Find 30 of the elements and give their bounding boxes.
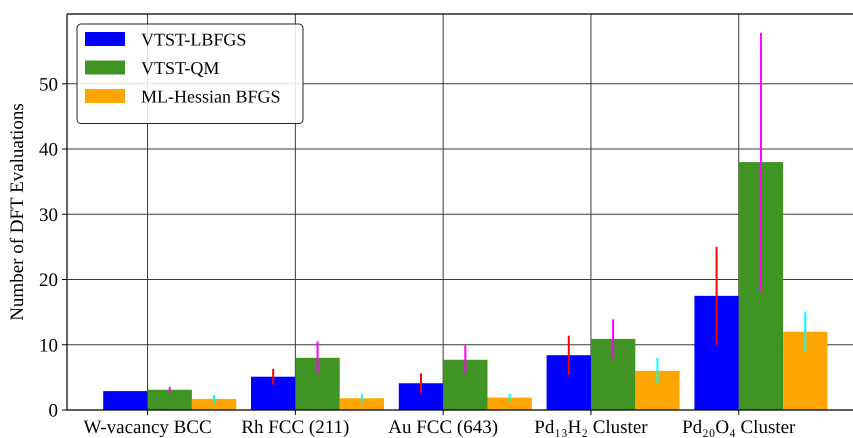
bar — [251, 376, 296, 410]
bar — [443, 360, 488, 410]
bar — [635, 370, 680, 410]
y-tick-label: 0 — [48, 400, 58, 422]
x-tick-label: Rh FCC (211) — [241, 417, 350, 438]
bar — [295, 358, 340, 410]
bar — [398, 383, 444, 410]
x-tick-label: Au FCC (643) — [388, 417, 498, 438]
x-tick-label: Pd₂₀O₄ Cluster — [682, 417, 796, 438]
x-tick-label: W-vacancy BCC — [83, 417, 212, 438]
bar — [487, 398, 532, 410]
bar — [694, 296, 739, 410]
y-tick-label: 20 — [39, 270, 58, 292]
bar — [738, 162, 784, 410]
y-tick-label: 50 — [39, 74, 58, 96]
y-tick-label: 30 — [39, 204, 58, 226]
bar — [148, 390, 192, 410]
legend-label: VTST-LBFGS — [141, 29, 246, 50]
y-tick-label: 10 — [39, 335, 58, 356]
legend-label: ML-Hessian BFGS — [141, 86, 281, 106]
bar — [103, 391, 148, 410]
bar — [783, 332, 828, 410]
y-tick-label: 40 — [39, 140, 58, 161]
bar — [590, 338, 636, 410]
bar — [546, 355, 591, 410]
bar — [192, 398, 236, 410]
legend-label: VTST-QM — [141, 58, 220, 78]
x-tick-label: Pd₁₃H₂ Cluster — [534, 417, 648, 438]
y-axis-title: Number of DFT Evaluations — [7, 103, 28, 321]
bar — [340, 398, 384, 410]
